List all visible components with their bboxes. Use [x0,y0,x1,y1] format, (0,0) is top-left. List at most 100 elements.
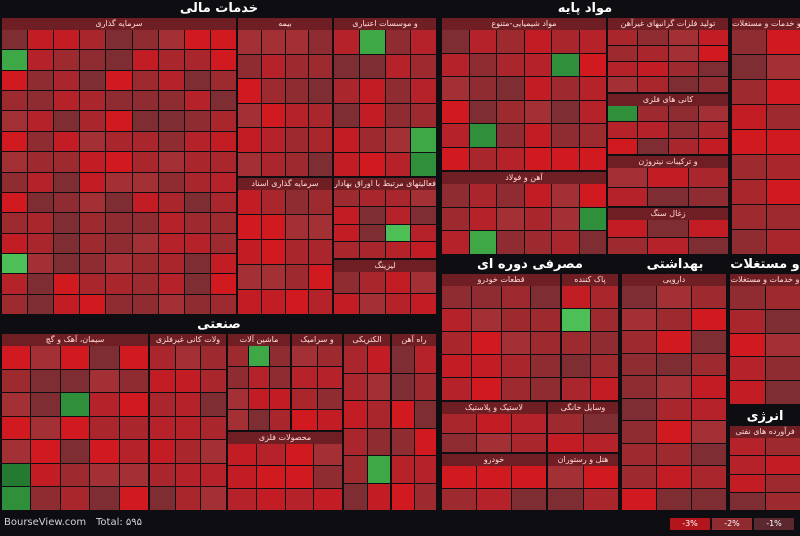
stock-tile[interactable] [469,53,496,76]
stock-tile[interactable] [106,30,132,50]
stock-tile[interactable] [359,272,385,293]
stock-tile[interactable] [442,332,471,354]
stock-tile[interactable] [2,233,28,253]
stock-tile[interactable] [158,294,184,314]
stock-tile[interactable] [28,131,54,152]
stock-tile[interactable] [414,456,436,483]
stock-tile[interactable] [2,346,31,369]
stock-tile[interactable] [90,346,119,369]
stock-tile[interactable] [692,286,726,308]
stock-tile[interactable] [132,233,158,253]
stock-tile[interactable] [90,393,119,416]
stock-tile[interactable] [119,393,148,416]
stock-tile[interactable] [657,466,691,488]
group-coal[interactable]: زغال سنگ [608,208,728,254]
stock-tile[interactable] [657,421,691,443]
stock-tile[interactable] [471,378,501,400]
stock-tile[interactable] [334,190,359,207]
stock-tile[interactable] [132,70,158,91]
stock-tile[interactable] [150,440,175,463]
stock-tile[interactable] [334,224,359,241]
stock-tile[interactable] [285,444,314,466]
stock-tile[interactable] [60,416,90,440]
stock-tile[interactable] [261,128,285,152]
stock-tile[interactable] [411,30,436,54]
stock-tile[interactable] [442,77,469,100]
stock-tile[interactable] [411,241,436,258]
stock-tile[interactable] [392,483,414,510]
stock-tile[interactable] [524,207,551,231]
stock-tile[interactable] [692,443,726,465]
stock-tile[interactable] [210,253,236,274]
stock-tile[interactable] [622,421,656,443]
stock-tile[interactable] [562,309,590,331]
stock-tile[interactable] [132,192,158,213]
stock-tile[interactable] [228,346,248,367]
stock-tile[interactable] [411,103,436,127]
stock-tile[interactable] [119,487,148,510]
stock-tile[interactable] [54,50,80,70]
stock-tile[interactable] [367,483,390,510]
stock-tile[interactable] [210,111,236,131]
stock-tile[interactable] [106,111,132,131]
stock-tile[interactable] [638,106,668,122]
stock-tile[interactable] [590,355,618,377]
stock-tile[interactable] [471,286,501,308]
stock-tile[interactable] [31,393,60,416]
stock-tile[interactable] [698,45,728,61]
stock-tile[interactable] [106,172,132,192]
stock-tile[interactable] [442,378,471,400]
stock-tile[interactable] [60,463,90,487]
stock-tile[interactable] [385,207,411,224]
stock-tile[interactable] [317,388,342,409]
stock-tile[interactable] [344,456,367,483]
stock-tile[interactable] [132,152,158,172]
stock-tile[interactable] [228,444,256,466]
stock-tile[interactable] [210,274,236,294]
stock-tile[interactable] [579,124,606,147]
stock-tile[interactable] [249,409,269,430]
stock-tile[interactable] [411,272,436,293]
stock-tile[interactable] [548,466,583,488]
stock-tile[interactable] [261,30,285,54]
stock-tile[interactable] [359,79,385,103]
stock-tile[interactable] [344,401,367,428]
stock-tile[interactable] [501,309,531,331]
stock-tile[interactable] [210,131,236,152]
stock-tile[interactable] [359,30,385,54]
stock-tile[interactable] [201,346,226,369]
stock-tile[interactable] [414,346,436,373]
stock-tile[interactable] [608,237,648,254]
stock-tile[interactable] [256,466,285,488]
stock-tile[interactable] [292,409,317,430]
stock-tile[interactable] [334,241,359,258]
stock-tile[interactable] [201,416,226,440]
stock-tile[interactable] [2,111,28,131]
stock-tile[interactable] [359,103,385,127]
stock-tile[interactable] [766,205,800,229]
stock-tile[interactable] [359,241,385,258]
stock-tile[interactable] [334,30,359,54]
stock-tile[interactable] [638,138,668,154]
stock-tile[interactable] [608,77,638,92]
stock-tile[interactable] [730,286,765,309]
group-cement[interactable]: سیمان، آهک و گچ [2,334,148,510]
stock-tile[interactable] [385,128,411,152]
stock-tile[interactable] [256,444,285,466]
stock-tile[interactable] [698,61,728,77]
stock-tile[interactable] [590,286,618,308]
stock-tile[interactable] [512,466,546,488]
stock-tile[interactable] [730,333,765,357]
stock-tile[interactable] [608,220,648,237]
stock-tile[interactable] [344,373,367,400]
stock-tile[interactable] [261,215,285,239]
stock-tile[interactable] [583,433,618,452]
stock-tile[interactable] [766,130,800,154]
stock-tile[interactable] [698,106,728,122]
stock-tile[interactable] [119,440,148,463]
stock-tile[interactable] [524,30,551,53]
stock-tile[interactable] [314,466,342,488]
stock-tile[interactable] [657,398,691,420]
stock-tile[interactable] [524,53,551,76]
stock-tile[interactable] [442,488,476,510]
